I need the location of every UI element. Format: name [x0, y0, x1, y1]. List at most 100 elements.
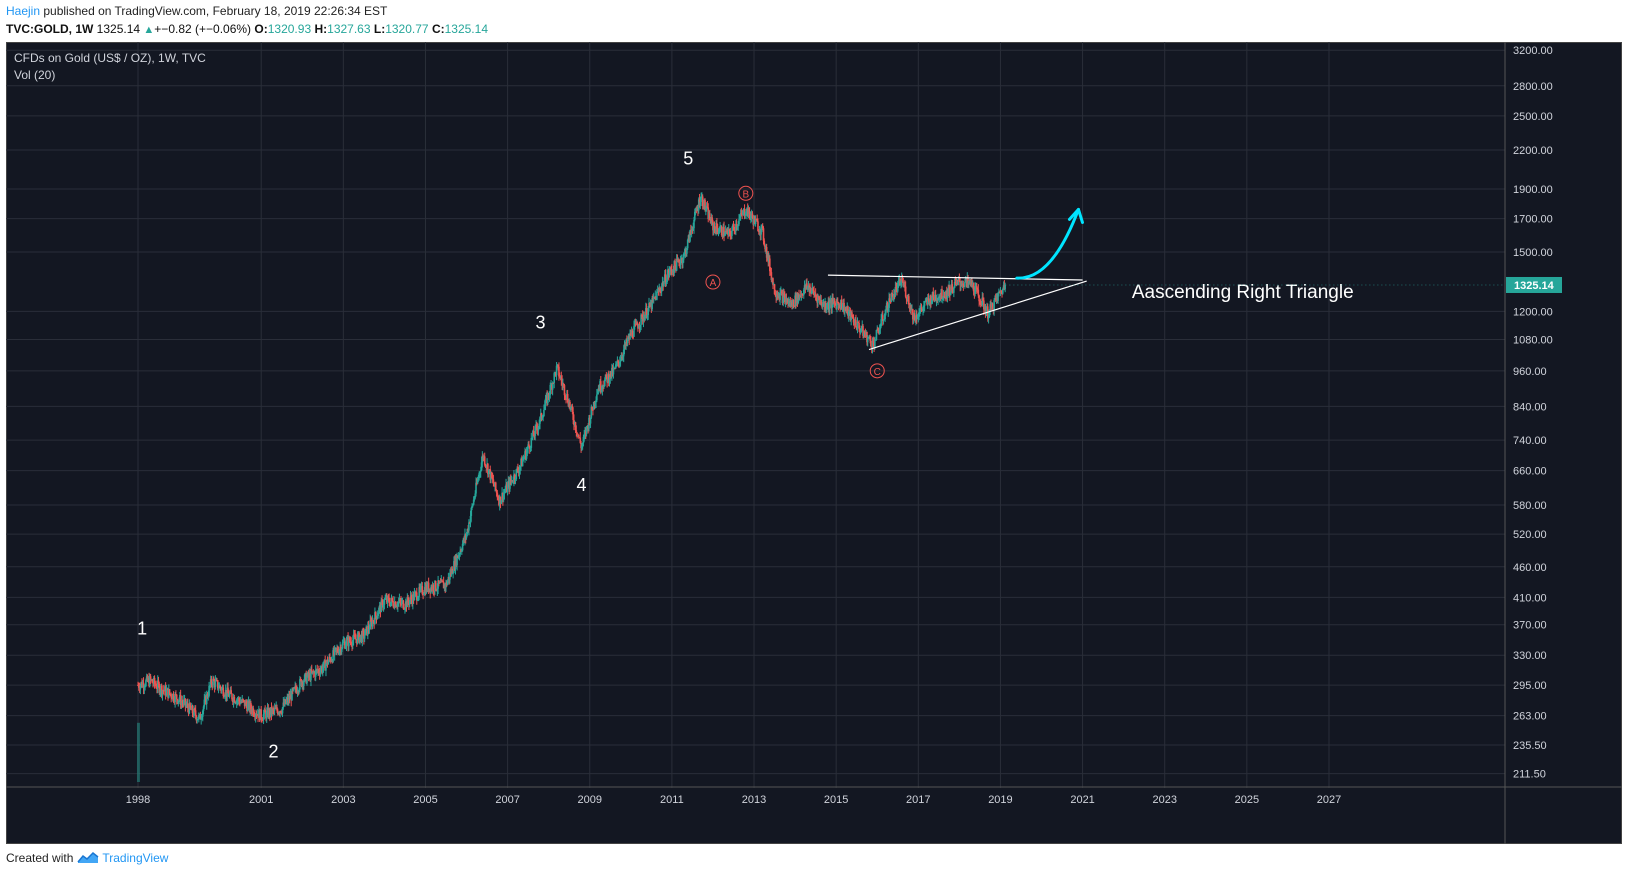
- candle-body: [972, 282, 975, 292]
- author-link[interactable]: Haejin: [6, 4, 41, 18]
- chart-area[interactable]: 3200.00 2800.00 2500.00 2200.00 1900.00 1700.…: [6, 42, 1622, 844]
- candle-body: [971, 280, 973, 285]
- candle-body: [483, 456, 486, 465]
- candle-body: [197, 719, 199, 721]
- candle-body: [333, 647, 336, 655]
- candle-body: [513, 474, 516, 480]
- candle-body: [787, 298, 789, 304]
- candle-body: [949, 286, 951, 296]
- candle-body: [548, 394, 551, 396]
- x-tick-label: 2011: [660, 794, 684, 806]
- price-chart[interactable]: 3200.00 2800.00 2500.00 2200.00 1900.00 1700.…: [6, 42, 1622, 844]
- ohlc-header: TVC:GOLD, 1W 1325.14 ▲+−0.82 (+−0.06%) O…: [6, 22, 488, 36]
- candle-body: [716, 228, 719, 234]
- candle-body: [773, 284, 776, 295]
- wave-label: 5: [683, 149, 693, 169]
- candle-body: [186, 703, 189, 708]
- candle-body: [704, 199, 706, 210]
- candle-body: [419, 586, 422, 590]
- candle-body: [271, 708, 274, 715]
- candle-body: [744, 214, 747, 216]
- candle-body: [647, 308, 649, 316]
- candle-body: [755, 218, 758, 220]
- candle-body: [224, 696, 226, 698]
- candle-body: [852, 318, 855, 323]
- candle-body: [203, 699, 206, 707]
- candle-body: [896, 283, 899, 292]
- candle-body: [353, 634, 356, 636]
- candle-body: [479, 471, 481, 473]
- candle-body: [664, 274, 667, 285]
- candle-body: [736, 225, 739, 228]
- candle-body: [583, 434, 586, 437]
- y-tick-label: 370.00: [1513, 620, 1547, 632]
- candle-body: [731, 230, 733, 236]
- candle-body: [382, 600, 384, 608]
- candle-body: [934, 294, 937, 301]
- candle-body: [943, 295, 946, 297]
- candle-body: [558, 366, 560, 377]
- candle-body: [472, 499, 475, 505]
- candle-body: [756, 219, 758, 222]
- candle-body: [576, 432, 578, 436]
- candle-body: [953, 287, 955, 293]
- candle-body: [201, 710, 204, 717]
- candle-body: [402, 600, 405, 609]
- candle-body: [372, 620, 375, 622]
- candle-body: [382, 604, 385, 608]
- candle-body: [604, 374, 607, 380]
- candle-body: [633, 323, 636, 327]
- candle-body: [725, 230, 728, 232]
- candle-body: [690, 229, 693, 232]
- candle-body: [874, 340, 876, 348]
- candle-body: [923, 301, 926, 306]
- chart-legend-title: CFDs on Gold (US$ / OZ), 1W, TVC: [14, 51, 206, 65]
- low-value: 1320.77: [385, 22, 429, 36]
- y-tick-label: 3200.00: [1513, 45, 1553, 57]
- candle-body: [612, 368, 615, 375]
- candle-body: [991, 303, 994, 310]
- volume-bar: [137, 722, 140, 782]
- candle-body: [837, 302, 840, 306]
- candle-body: [484, 464, 487, 466]
- candle-body: [866, 331, 868, 343]
- candle-body: [149, 676, 151, 687]
- candle-body: [165, 689, 168, 696]
- candle-body: [582, 436, 585, 444]
- y-tick-label: 840.00: [1513, 401, 1547, 413]
- candle-body: [437, 580, 439, 589]
- candle-body: [683, 252, 686, 254]
- candle-body: [979, 302, 982, 306]
- candle-body: [179, 695, 182, 705]
- candle-body: [496, 492, 499, 498]
- low-label: L:: [373, 22, 386, 36]
- candle-body: [180, 701, 183, 705]
- tradingview-link[interactable]: TradingView: [102, 851, 169, 865]
- candle-body: [143, 687, 146, 689]
- candle-body: [423, 593, 425, 595]
- candle-body: [594, 402, 597, 405]
- candle-body: [589, 417, 592, 424]
- wave-label: A: [710, 278, 717, 289]
- candle-body: [371, 620, 374, 627]
- candle-body: [438, 580, 440, 584]
- candle-body: [310, 670, 312, 681]
- candle-body: [605, 374, 608, 377]
- candle-body: [666, 275, 668, 283]
- candle-body: [673, 261, 676, 273]
- candle-body: [572, 412, 574, 420]
- candle-body: [332, 650, 334, 663]
- candle-body: [481, 455, 484, 463]
- candle-body: [188, 703, 191, 714]
- candle-body: [492, 479, 495, 484]
- candle-body: [810, 291, 813, 294]
- candle-body: [144, 686, 146, 688]
- candle-body: [465, 534, 468, 538]
- candle-body: [470, 507, 473, 517]
- y-tick-label: 1080.00: [1513, 334, 1553, 346]
- candle-body: [626, 339, 629, 344]
- candle-body: [235, 700, 238, 704]
- candle-body: [614, 368, 616, 370]
- candle-body: [471, 505, 473, 508]
- candle-body: [265, 710, 268, 719]
